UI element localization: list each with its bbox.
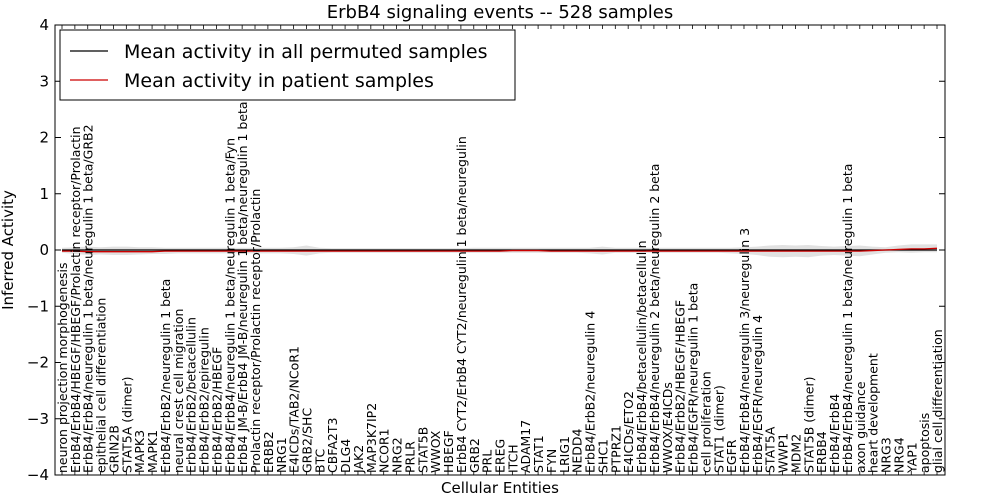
x-category-label: ErbB4 JM-B/ErbB4 JM-B/neuregulin 1 beta/… xyxy=(235,101,250,473)
x-category-label: glial cell differentiation xyxy=(930,329,945,473)
x-category-label: PTPRZ1 xyxy=(608,425,623,473)
x-category-label: CBFA2T3 xyxy=(325,418,340,473)
x-category-label: STAT1 (dimer) xyxy=(711,385,726,473)
x-category-label: ErbB4/EGFR/neuregulin 4 xyxy=(750,315,765,473)
x-category-label: ErbB4/ErbB4/neuregulin 1 beta/neuregulin… xyxy=(222,138,237,473)
x-category-label: STAT5A xyxy=(763,426,778,473)
series-line-patient xyxy=(62,247,938,253)
x-category-label: ITCH xyxy=(505,444,520,473)
x-category-label: MAP3K7IP2 xyxy=(364,403,379,473)
x-category-label: ErbB4/ErbB4 xyxy=(827,394,842,473)
y-ticks: 4 3 2 1 0 −1 −2 −3 −4 xyxy=(27,16,945,484)
x-category-label: apoptosis xyxy=(917,413,932,473)
x-category-label: ErbB4/ErbB4/HBEGF/HBEGF/Prolactin recept… xyxy=(68,126,83,473)
x-category-label: ADAM17 xyxy=(518,420,533,473)
x-category-label: MDM2 xyxy=(788,434,803,473)
x-category-label: ErbB4 CYT2/ErbB4 CYT2/neuregulin 1 beta/… xyxy=(454,136,469,473)
x-category-label: NRG4 xyxy=(891,437,906,473)
legend: Mean activity in all permuted samples Me… xyxy=(59,29,516,101)
x-category-label: ErbB4/EGFR/neuregulin 1 beta xyxy=(686,283,701,473)
x-category-label: E4ICDs/ETO2 xyxy=(621,391,636,473)
x-category-label: MAPK1 xyxy=(145,430,160,473)
x-category-label: BTC xyxy=(312,449,327,473)
x-category-label: HBEGF xyxy=(441,430,456,473)
x-category-label: ErbB4/ErbB2/epiregulin xyxy=(197,327,212,473)
x-category-label: GRIN2B xyxy=(106,425,121,473)
x-category-label: STAT1 xyxy=(531,435,546,473)
x-category-label: STAT5B (dimer) xyxy=(801,377,816,473)
y-tick-label: 2 xyxy=(39,129,49,147)
x-category-label: LRIG1 xyxy=(557,436,572,473)
series-layer xyxy=(62,247,938,253)
x-category-label: ErbB4/ErbB2/HBEGF xyxy=(209,347,224,473)
x-category-label: ERBB2 xyxy=(261,431,276,473)
x-category-label: GRB2/SHC xyxy=(299,408,314,473)
x-category-label: ErbB4/ErbB2/betacellulin xyxy=(184,317,199,473)
x-category-label: ErbB4/ErbB4/neuregulin 1 beta/neuregulin… xyxy=(840,164,855,473)
y-axis-label: Inferred Activity xyxy=(0,190,17,310)
x-category-label: ErbB4/ErbB4/neuregulin 2 beta/neuregulin… xyxy=(647,164,662,473)
x-category-label: ErbB4/ErbB4/betacellulin/betacellulin xyxy=(634,240,649,473)
x-category-label: EGFR xyxy=(724,439,739,473)
category-labels: neuron projection morphogenesisErbB4/Erb… xyxy=(55,101,945,474)
x-category-label: GRB2 xyxy=(467,438,482,473)
x-category-label: STAT5B xyxy=(415,427,430,473)
y-tick-label: −3 xyxy=(27,410,49,428)
x-category-label: Prolactin receptor/Prolactin receptor/Pr… xyxy=(248,189,263,473)
x-category-label: ErbB4/ErbB4/neuregulin 3/neuregulin 3 xyxy=(737,228,752,473)
x-category-label: ErbB4/ErbB4/neuregulin 1 beta/neuregulin… xyxy=(81,124,96,473)
x-category-label: DLG4 xyxy=(338,439,353,473)
x-category-label: NEDD4 xyxy=(570,429,585,473)
plot-frame xyxy=(54,24,946,476)
y-tick-label: −1 xyxy=(27,297,49,315)
x-category-label: ErbB4/ErbB2/neuregulin 1 beta xyxy=(158,279,173,473)
y-tick-label: 4 xyxy=(39,16,49,34)
x-category-label: WWOX/E4ICDs xyxy=(660,382,675,473)
legend-box xyxy=(59,29,516,101)
x-category-label: WWP1 xyxy=(776,433,791,473)
legend-label-patient: Mean activity in patient samples xyxy=(124,70,434,92)
chart-title: ErbB4 signaling events -- 528 samples xyxy=(327,2,674,23)
x-category-label: NRG1 xyxy=(274,437,289,473)
x-category-label: NRG2 xyxy=(390,437,405,473)
x-category-label: STAT5A (dimer) xyxy=(119,377,134,473)
x-category-label: YAP1 xyxy=(904,442,919,474)
x-category-label: PRL xyxy=(480,450,495,473)
x-category-label: JAK2 xyxy=(351,445,366,474)
x-category-label: MAPK3 xyxy=(132,430,147,473)
x-category-label: E4ICDs/TAB2/NCoR1 xyxy=(287,346,302,473)
x-category-label: axon guidance xyxy=(853,381,868,473)
x-category-label: ErbB4/ErbB2/HBEGF/HBEGF xyxy=(673,300,688,473)
y-tick-label: 0 xyxy=(39,241,49,259)
x-category-label: cell proliferation xyxy=(698,371,713,473)
x-category-label: NCOR1 xyxy=(377,428,392,473)
x-category-label: epithelial cell differentiation xyxy=(94,298,109,473)
x-category-label: FYN xyxy=(544,449,559,473)
y-tick-label: −4 xyxy=(27,466,49,484)
x-category-label: ERBB4 xyxy=(814,431,829,473)
x-category-label: WWOX xyxy=(428,430,443,473)
x-category-label: SHC1 xyxy=(595,439,610,473)
x-category-label: PRLR xyxy=(402,441,417,473)
x-category-label: heart development xyxy=(866,353,881,473)
legend-label-permuted: Mean activity in all permuted samples xyxy=(124,41,487,63)
x-axis-label: Cellular Entities xyxy=(441,479,559,497)
x-category-label: neural crest cell migration xyxy=(171,309,186,473)
x-category-label: ErbB4/ErbB2/neuregulin 4 xyxy=(583,311,598,473)
x-category-label: NRG3 xyxy=(879,437,894,473)
y-tick-label: 1 xyxy=(39,185,49,203)
x-category-label: EREG xyxy=(493,439,508,473)
y-tick-label: −2 xyxy=(27,354,49,372)
y-tick-label: 3 xyxy=(39,72,49,90)
x-category-label: neuron projection morphogenesis xyxy=(55,262,70,473)
